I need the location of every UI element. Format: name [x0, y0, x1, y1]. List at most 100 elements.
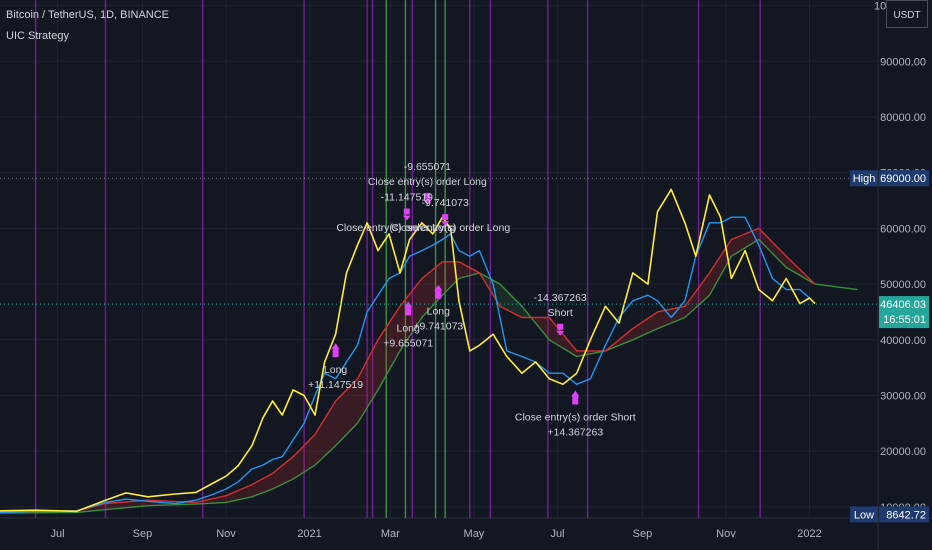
cloud-segment — [383, 323, 390, 381]
time-axis[interactable]: Jul Sep Nov 2021 Mar May Jul Sep Nov 2022 — [50, 528, 821, 540]
cloud-segment — [241, 486, 247, 500]
cloud-segment — [564, 335, 570, 353]
cloud-segment — [641, 319, 647, 337]
cloud-segment — [684, 298, 691, 318]
cloud-segment — [646, 315, 652, 334]
time-tick-label: 2022 — [797, 528, 821, 540]
time-tick-label: Jul — [50, 528, 64, 540]
exit-marker — [557, 323, 564, 330]
cloud-segment — [126, 501, 132, 508]
cloud-segment — [339, 391, 346, 442]
cloud-segment — [109, 502, 116, 510]
low-value-bg — [879, 506, 929, 523]
price-axis[interactable]: 100000.0090000.0080000.0070000.0060000.0… — [874, 1, 926, 514]
annotation-text: Long — [324, 364, 348, 376]
cloud-segment — [394, 306, 400, 361]
cloud-segment — [498, 283, 505, 309]
annotation-text: -14.367263 — [534, 292, 587, 304]
cloud-segment — [268, 472, 274, 491]
cloud-segment — [350, 380, 357, 431]
cloud-segment — [449, 261, 455, 289]
high-label-bg — [850, 170, 878, 187]
strategy-label[interactable]: UIC Strategy — [6, 30, 69, 42]
time-tick-label: Sep — [633, 528, 653, 540]
cloud-segment — [104, 503, 110, 510]
cloud-segment — [257, 478, 263, 495]
cloud-segment — [389, 314, 395, 371]
entry-marker — [405, 307, 412, 316]
cloud-segment — [262, 475, 269, 493]
time-tick-label: May — [464, 528, 485, 540]
annotation-text: Close entry(s) order Short — [515, 412, 636, 424]
low-label-bg — [850, 506, 878, 523]
cloud-segment — [290, 453, 296, 481]
cloud-segment — [657, 310, 663, 329]
time-tick-label: Nov — [716, 528, 736, 540]
annotation-text: Short — [548, 307, 573, 319]
low-value: 8642.72 — [886, 509, 926, 521]
time-tick-label: 2021 — [297, 528, 321, 540]
currency-unit-button[interactable]: USDT — [886, 0, 928, 28]
cloud-segment — [312, 429, 318, 467]
cloud-segment — [334, 396, 340, 447]
cloud-segment — [410, 285, 417, 335]
cloud-segment — [651, 311, 658, 332]
cloud-segment — [295, 448, 302, 478]
price-tick-label: 40000.00 — [880, 335, 926, 347]
cloud-segment — [706, 268, 713, 298]
currency-unit-label: USDT — [893, 10, 921, 21]
symbol-title[interactable]: Bitcoin / TetherUS, 1D, BINANCE — [6, 9, 170, 21]
cloud-segment — [690, 291, 696, 313]
ichimoku-cloud — [0, 229, 815, 513]
cloud-segment — [219, 496, 225, 503]
price-tick-label: 60000.00 — [880, 223, 926, 235]
series-line-red — [0, 227, 816, 513]
cloud-segment — [361, 360, 368, 417]
time-tick-label: Sep — [133, 528, 153, 540]
cloud-segment — [317, 421, 324, 463]
price-tick-label: 90000.00 — [880, 56, 926, 68]
entry-marker — [572, 396, 579, 405]
cloud-segment — [323, 412, 329, 458]
cloud-segment — [328, 403, 335, 453]
entry-marker-arrow — [434, 284, 443, 291]
price-tick-label: 80000.00 — [880, 112, 926, 124]
cloud-segment — [788, 258, 795, 273]
cloud-segment — [493, 280, 499, 305]
cloud-segment — [619, 335, 625, 346]
annotation-text: +11.147519 — [308, 379, 363, 391]
cloud-segment — [460, 262, 466, 279]
cloud-segment — [120, 501, 127, 509]
annotation-text: Long — [397, 322, 421, 334]
trade-annotations: -9.655071 Close entry(s) order Long -11.14… — [308, 161, 636, 439]
entry-marker-arrow — [571, 390, 580, 397]
cloud-segment — [547, 317, 554, 343]
annotation-text: Close entry(s) order Long — [336, 222, 455, 234]
cloud-segment — [378, 331, 384, 390]
annotation-text: Close entry(s) order Long — [368, 176, 487, 188]
high-value-bg — [879, 170, 929, 187]
cloud-segment — [421, 274, 428, 318]
cloud-segment — [367, 350, 373, 408]
cloud-segment — [306, 437, 313, 471]
annotation-text: +14.367263 — [547, 427, 603, 439]
cloud-segment — [273, 467, 280, 489]
exit-marker-arrow — [402, 215, 411, 221]
high-value: 69000.00 — [880, 173, 926, 185]
time-tick-label: Jul — [550, 528, 564, 540]
annotation-text: Long — [427, 306, 451, 318]
exit-marker — [424, 192, 431, 199]
cloud-segment — [673, 307, 680, 322]
cloud-segment — [246, 484, 253, 499]
cloud-segment — [115, 502, 121, 509]
annotation-text: Close entry(s) order Long — [391, 222, 510, 234]
annotation-text: -11.147519 — [381, 192, 434, 204]
exit-marker-arrow — [556, 330, 565, 336]
cloud-segment — [504, 288, 510, 312]
annotation-text: +9.655071 — [383, 337, 433, 349]
price-tick-label: 20000.00 — [880, 446, 926, 458]
cloud-segment — [750, 229, 757, 245]
time-tick-label: Mar — [381, 528, 400, 540]
